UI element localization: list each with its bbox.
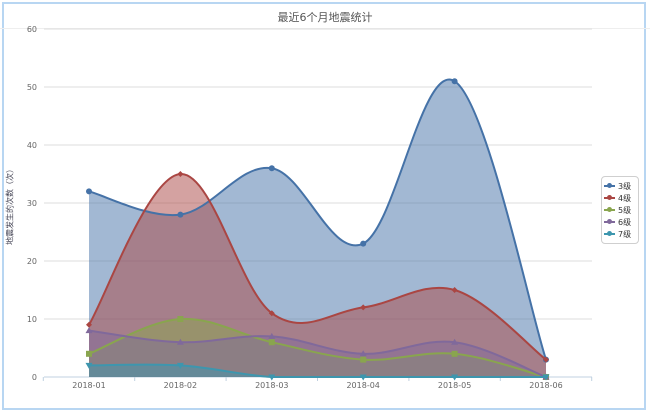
legend-item[interactable]: 3级: [604, 180, 636, 192]
triangle-down-marker: [176, 362, 184, 369]
legend-marker-icon: [604, 195, 615, 200]
legend-item[interactable]: 4级: [604, 192, 636, 204]
triangle-down-marker: [451, 374, 459, 381]
triangle-marker: [176, 338, 184, 345]
legend-marker-icon: [604, 219, 615, 224]
y-tick-label: 60: [27, 25, 37, 34]
x-tick-label: 2018-04: [346, 381, 379, 390]
y-tick-label: 40: [27, 141, 37, 150]
legend-marker-icon: [604, 183, 615, 188]
diamond-marker: [360, 304, 367, 311]
x-tick-label: 2018-06: [529, 381, 562, 390]
legend-item[interactable]: 5级: [604, 204, 636, 216]
triangle-down-marker: [85, 362, 93, 369]
y-tick-label: 50: [27, 83, 37, 92]
x-tick-label: 2018-02: [164, 381, 197, 390]
square-marker: [268, 339, 275, 346]
square-marker: [177, 316, 184, 322]
legend-label: 7级: [618, 229, 632, 239]
diamond-marker: [268, 310, 275, 317]
series-line: [88, 317, 547, 378]
circle-marker: [86, 188, 92, 195]
legend-label: 5级: [618, 205, 632, 215]
legend-marker-icon: [604, 231, 615, 236]
triangle-marker: [451, 338, 459, 345]
y-tick-label: 30: [27, 199, 37, 208]
triangle-marker: [85, 327, 93, 334]
triangle-down-marker: [542, 374, 550, 381]
circle-marker: [451, 78, 458, 85]
triangle-marker: [268, 332, 276, 339]
legend-label: 6级: [618, 217, 632, 227]
legend-marker-icon: [604, 207, 615, 212]
legend-item[interactable]: 6级: [604, 216, 636, 228]
legend-label: 3级: [618, 181, 632, 191]
y-tick-label: 10: [27, 315, 37, 324]
diamond-marker: [177, 171, 184, 177]
circle-marker: [177, 211, 184, 218]
y-tick-label: 20: [27, 257, 37, 266]
triangle-down-marker: [268, 374, 276, 381]
diamond-marker: [86, 321, 92, 328]
legend: 3级 4级 5级 6级 7级: [601, 176, 639, 244]
triangle-down-marker: [359, 374, 367, 381]
diamond-marker: [543, 356, 549, 363]
diamond-marker: [451, 287, 458, 293]
circle-marker: [268, 165, 275, 172]
chart-title: 最近6个月地震统计: [277, 11, 373, 24]
series-area: [89, 364, 546, 377]
series-line: [88, 329, 547, 378]
square-marker: [451, 350, 458, 357]
square-marker: [86, 350, 92, 357]
legend-item[interactable]: 7级: [604, 228, 636, 240]
y-tick-label: 0: [32, 373, 37, 382]
x-tick-label: 2018-05: [438, 381, 471, 390]
square-marker: [360, 356, 367, 363]
triangle-marker: [359, 350, 367, 357]
circle-marker: [360, 240, 367, 247]
x-tick-label: 2018-03: [255, 381, 288, 390]
x-tick-label: 2018-01: [72, 381, 105, 390]
legend-label: 4级: [618, 193, 632, 203]
series-line: [88, 363, 546, 379]
